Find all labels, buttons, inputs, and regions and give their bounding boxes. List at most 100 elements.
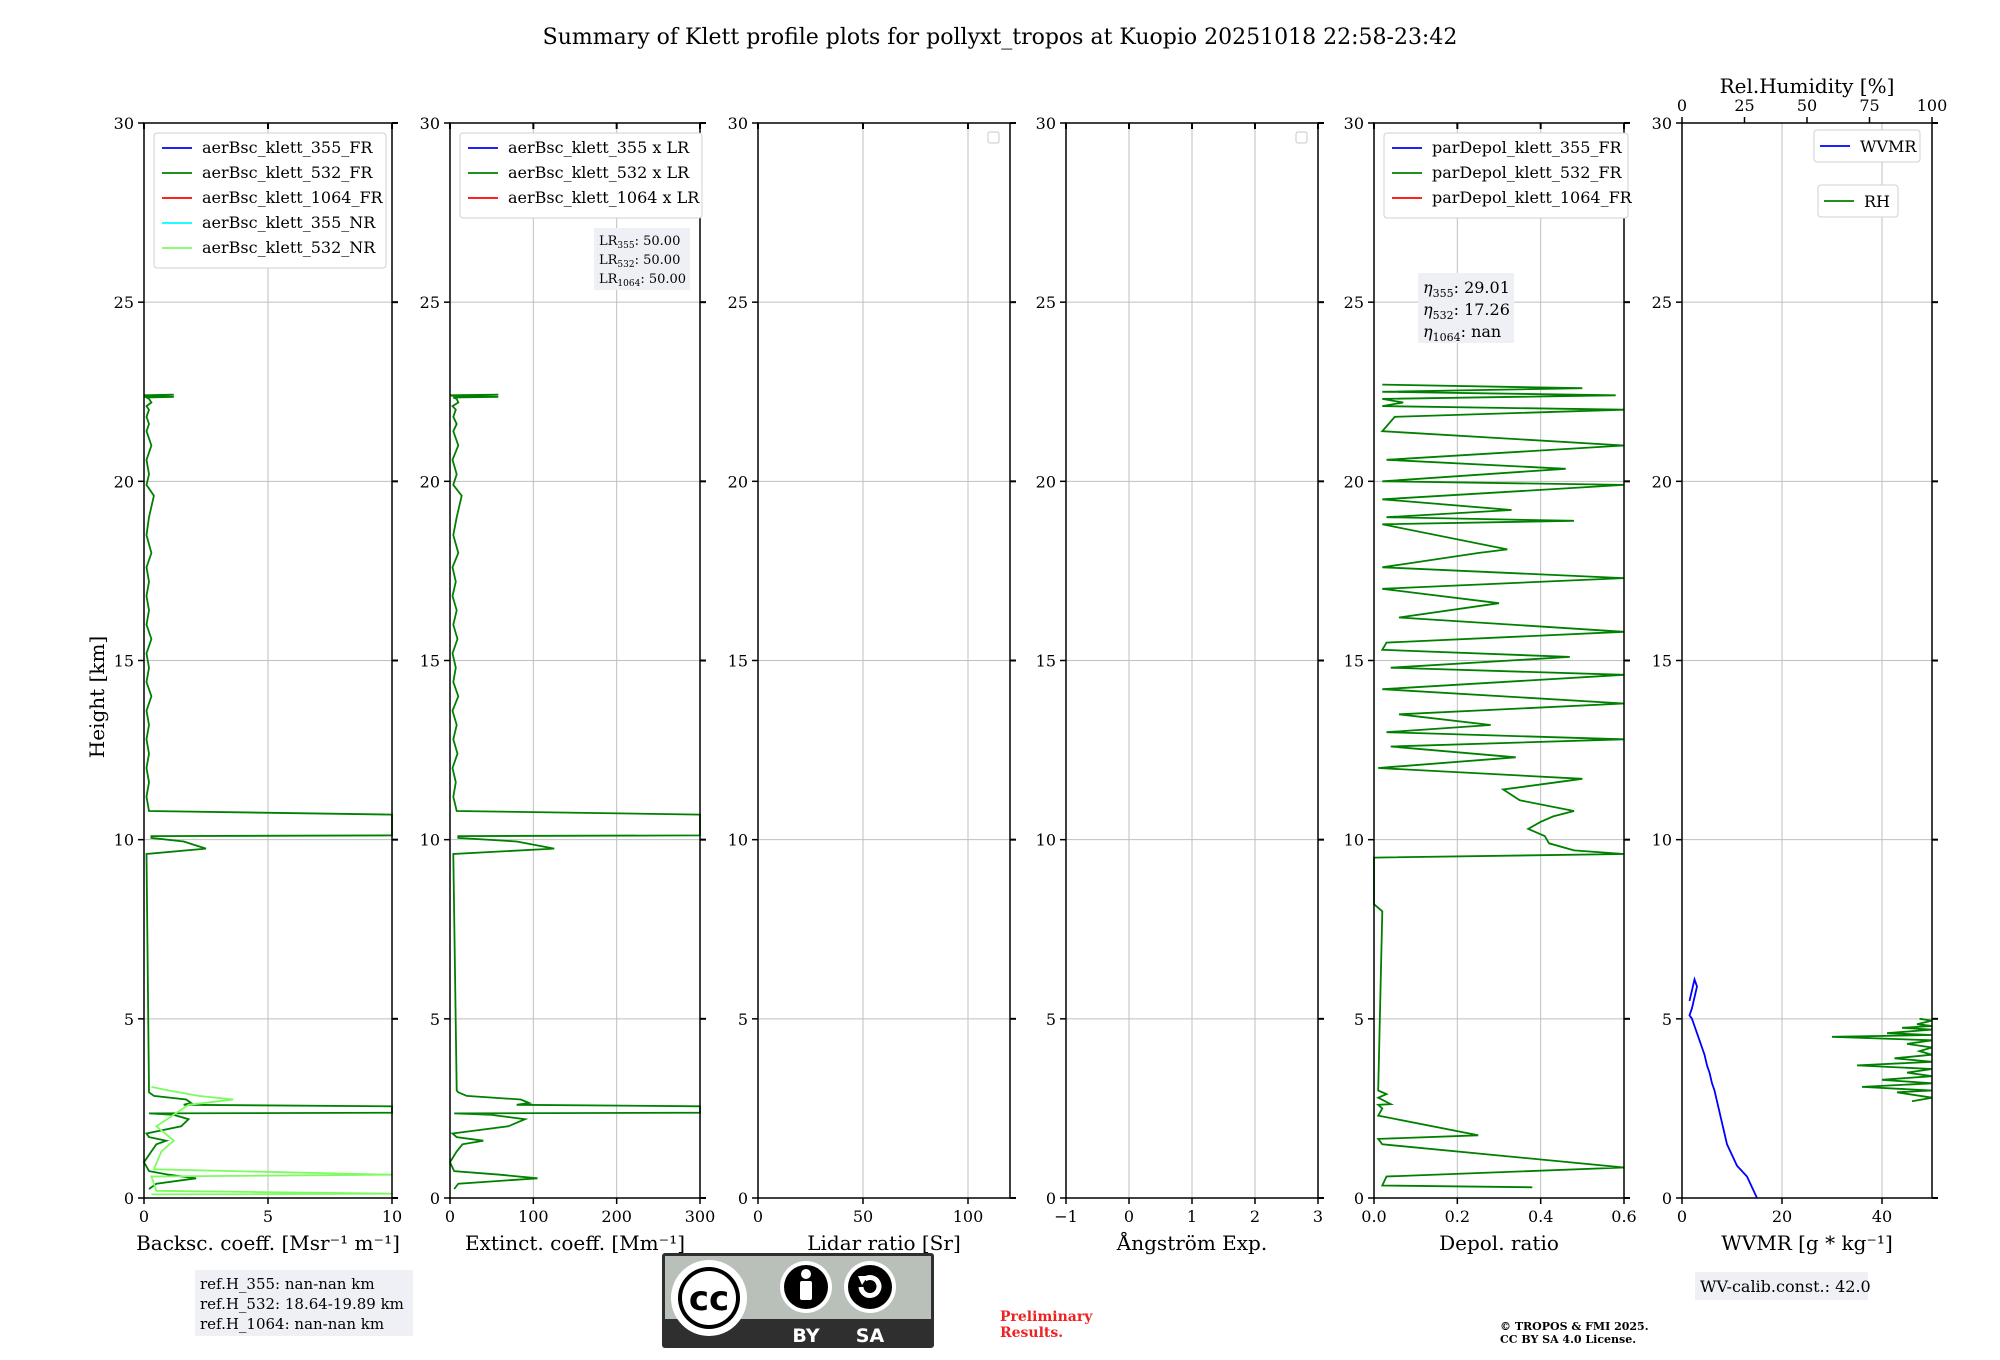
backscatter-ytick-label-6: 30 (114, 114, 134, 133)
backscatter-xlabel: Backsc. coeff. [Msr⁻¹ m⁻¹] (136, 1231, 400, 1255)
backscatter-ytick-label-0: 0 (124, 1189, 134, 1208)
backscatter-legend-label-0: aerBsc_klett_355_FR (202, 138, 373, 157)
ref-h-1064: ref.H_1064: nan-nan km (200, 1315, 384, 1333)
wvmr-ytick-label-4: 20 (1652, 472, 1672, 491)
y-axis-label: Height [km] (85, 636, 109, 758)
wvmr-top-xtick-label-2: 50 (1797, 96, 1817, 115)
lidar_ratio-empty-legend (987, 131, 1000, 144)
extinction-ytick-label-6: 30 (420, 114, 440, 133)
lidar_ratio-ytick-label-4: 20 (728, 472, 748, 491)
backscatter-xtick-label-1: 5 (263, 1207, 273, 1226)
depol-frame (1373, 122, 1625, 1199)
sa-icon (848, 1265, 892, 1309)
depol-legend-frame (1383, 132, 1629, 219)
wvmr-legend-frame (1813, 129, 1921, 163)
lidar_ratio-ytick-label-1: 5 (738, 1010, 748, 1029)
backscatter-series-aerBsc_klett_532_NR (150, 1086, 393, 1196)
backscatter-legend-label-1: aerBsc_klett_532_FR (202, 163, 373, 182)
wvmr-xtick-label-0: 0 (1677, 1207, 1687, 1226)
extinction-ytick-label-4: 20 (420, 472, 440, 491)
depol-ytick-label-2: 10 (1344, 831, 1364, 850)
wvmr-top-xlabel: Rel.Humidity [%] (1720, 74, 1895, 98)
backscatter-xtick-label-0: 0 (139, 1207, 149, 1226)
eta-box-line-1: η532: 17.26 (1423, 300, 1510, 322)
lr-box-line-1: LR532: 50.00 (599, 253, 680, 270)
extinction-frame (449, 122, 701, 1199)
wv-calib-box (1695, 1272, 1868, 1300)
panel-depol: 0 5 10 15 20 25 30 0.0 0.2 0.4 0.6 Depol. ratio parD… (1344, 114, 1637, 1255)
panel-backscatter: 0 5 10 15 20 25 30 0 5 10 Backsc. coeff. [Msr⁻¹ m⁻… (114, 114, 403, 1255)
reference-height-box: ref.H_355: nan-nan km ref.H_532: 18.64-1… (195, 1270, 413, 1336)
angstrom-ytick-label-5: 25 (1036, 293, 1056, 312)
wvmr-xtick-label-1: 20 (1772, 1207, 1792, 1226)
wv-calib-text: WV-calib.const.: 42.0 (1700, 1277, 1871, 1296)
angstrom-ytick-label-0: 0 (1046, 1189, 1056, 1208)
depol-ytick-label-1: 5 (1354, 1010, 1364, 1029)
backscatter-legend: aerBsc_klett_355_FR aerBsc_klett_532_FRae… (153, 132, 387, 269)
angstrom-frame (1065, 122, 1319, 1199)
angstrom-xtick-label-3: 2 (1250, 1207, 1260, 1226)
lr-box-line-2: LR1064: 50.00 (599, 272, 686, 289)
backscatter-ytick-label-1: 5 (124, 1010, 134, 1029)
panel-wvmr: 0 5 10 15 20 25 30 0 20 40 0 25 50 75 100 Rel.Humidity … (1652, 74, 1948, 1255)
wvmr-ytick-label-3: 15 (1652, 652, 1672, 671)
lidar_ratio-ytick-label-0: 0 (738, 1189, 748, 1208)
lidar_ratio-ytick-label-3: 15 (728, 652, 748, 671)
backscatter-xtick-label-2: 10 (382, 1207, 402, 1226)
cc-circle-inner (682, 1271, 736, 1325)
backscatter-legend-frame (153, 132, 387, 269)
backscatter-ytick-label-5: 25 (114, 293, 134, 312)
depol-legend-label-2: parDepol_klett_1064_FR (1432, 188, 1633, 207)
by-label: BY (792, 1325, 819, 1347)
backscatter-legend-label-3: aerBsc_klett_355_NR (202, 213, 376, 232)
depol-legend-label-1: parDepol_klett_532_FR (1432, 163, 1623, 182)
rh-legend-frame (1817, 184, 1899, 218)
lidar_ratio-xtick-label-0: 0 (753, 1207, 763, 1226)
wvmr-ytick-label-1: 5 (1662, 1010, 1672, 1029)
extinction-ytick-label-3: 15 (420, 652, 440, 671)
extinction-ytick-label-5: 25 (420, 293, 440, 312)
depol-series-parDepol_klett_532_FR (1373, 383, 1625, 1189)
preliminary-line-2: Results. (1000, 1325, 1063, 1341)
cc-by-sa-logo: cc BY SA (662, 1253, 934, 1348)
ref-box-background (195, 1270, 413, 1336)
extinction-series-aerBsc_klett_532 x LR (448, 393, 701, 1190)
angstrom-ytick-label-1: 5 (1046, 1010, 1056, 1029)
wvmr-top-xtick-label-0: 0 (1677, 96, 1687, 115)
depol-ytick-label-5: 25 (1344, 293, 1364, 312)
wvmr-ytick-label-0: 0 (1662, 1189, 1672, 1208)
depol-ytick-label-4: 20 (1344, 472, 1364, 491)
wvmr-legend-label: WVMR (1860, 137, 1917, 156)
lidar_ratio-xlabel: Lidar ratio [Sr] (807, 1231, 961, 1255)
depol-ytick-label-0: 0 (1354, 1189, 1364, 1208)
angstrom-xtick-label-0: −1 (1054, 1207, 1078, 1226)
depol-xlabel: Depol. ratio (1439, 1231, 1559, 1255)
backscatter-legend-label-4: aerBsc_klett_532_NR (202, 238, 376, 257)
extinction-ytick-label-1: 5 (430, 1010, 440, 1029)
eta-box (1418, 273, 1514, 343)
lr-box (594, 228, 690, 290)
extinction-xtick-label-3: 300 (685, 1207, 716, 1226)
copyright-line-2: CC BY SA 4.0 License. (1500, 1333, 1636, 1346)
backscatter-ytick-label-2: 10 (114, 831, 134, 850)
by-icon-body (800, 1281, 812, 1300)
rh-legend-label: RH (1864, 192, 1890, 211)
angstrom-ytick-label-4: 20 (1036, 472, 1056, 491)
wvmr-top-xtick-label-1: 25 (1734, 96, 1754, 115)
angstrom-xtick-label-4: 3 (1313, 1207, 1323, 1226)
eta-box-line-0: η355: 29.01 (1423, 278, 1510, 300)
wvmr-series-WVMR (1688, 976, 1758, 1199)
ref-h-355: ref.H_355: nan-nan km (200, 1275, 375, 1293)
lr-box-line-0: LR355: 50.00 (599, 234, 680, 251)
extinction-legend-label-1: aerBsc_klett_532 x LR (508, 163, 690, 182)
angstrom-xtick-label-2: 1 (1187, 1207, 1197, 1226)
extinction-xtick-label-1: 100 (518, 1207, 549, 1226)
by-icon-head (801, 1269, 811, 1279)
backscatter-ytick-label-3: 15 (114, 652, 134, 671)
angstrom-ytick-label-2: 10 (1036, 831, 1056, 850)
depol-xtick-label-2: 0.4 (1528, 1207, 1553, 1226)
extinction-ytick-label-0: 0 (430, 1189, 440, 1208)
wvmr-top-xtick-label-3: 75 (1859, 96, 1879, 115)
